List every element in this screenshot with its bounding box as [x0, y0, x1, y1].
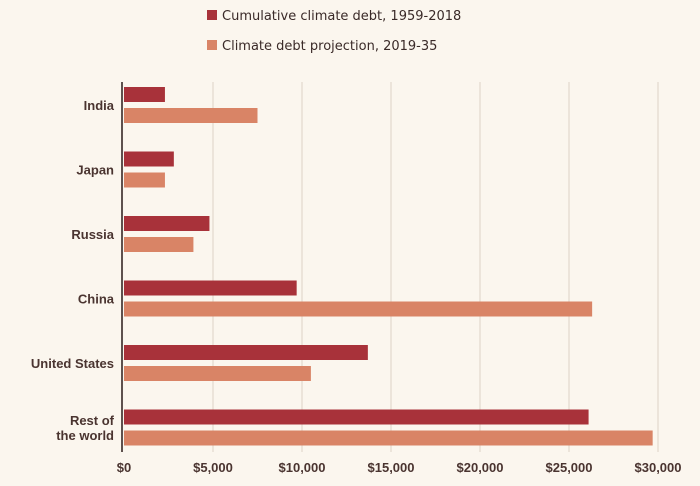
bar	[124, 172, 165, 188]
legend-label: Climate debt projection, 2019-35	[222, 39, 437, 54]
legend-swatch	[207, 40, 217, 50]
y-axis-labels: India Japan Russia China United States Rest o…	[31, 98, 115, 443]
bars	[124, 87, 653, 446]
category-label: India	[84, 98, 115, 113]
legend-swatch	[207, 10, 217, 20]
category-label: the world	[56, 428, 114, 443]
category-label: Japan	[76, 163, 114, 178]
bar	[124, 237, 194, 252]
x-tick-label: $15,000	[368, 460, 415, 475]
x-tick-label: $10,000	[279, 460, 326, 475]
bar	[124, 301, 593, 317]
bar	[124, 409, 589, 425]
bar	[124, 345, 368, 360]
bar	[124, 280, 297, 296]
x-axis-labels: $0 $5,000 $10,000 $15,000 $20,000 $25,000 $30,…	[117, 460, 682, 475]
category-label: Rest of	[70, 413, 115, 428]
bar	[124, 216, 210, 231]
bar	[124, 108, 258, 123]
bar	[124, 366, 311, 381]
bar	[124, 430, 653, 446]
bar	[124, 151, 174, 167]
category-label: China	[78, 292, 115, 307]
bar	[124, 87, 165, 102]
x-tick-label: $0	[117, 460, 131, 475]
gridlines	[212, 82, 659, 452]
x-tick-label: $5,000	[193, 460, 233, 475]
category-label: United States	[31, 356, 114, 371]
legend: Cumulative climate debt, 1959-2018 Climat…	[207, 9, 461, 54]
x-tick-label: $30,000	[635, 460, 682, 475]
x-tick-label: $20,000	[457, 460, 504, 475]
x-tick-label: $25,000	[546, 460, 593, 475]
legend-label: Cumulative climate debt, 1959-2018	[222, 9, 461, 24]
category-label: Russia	[71, 227, 114, 242]
